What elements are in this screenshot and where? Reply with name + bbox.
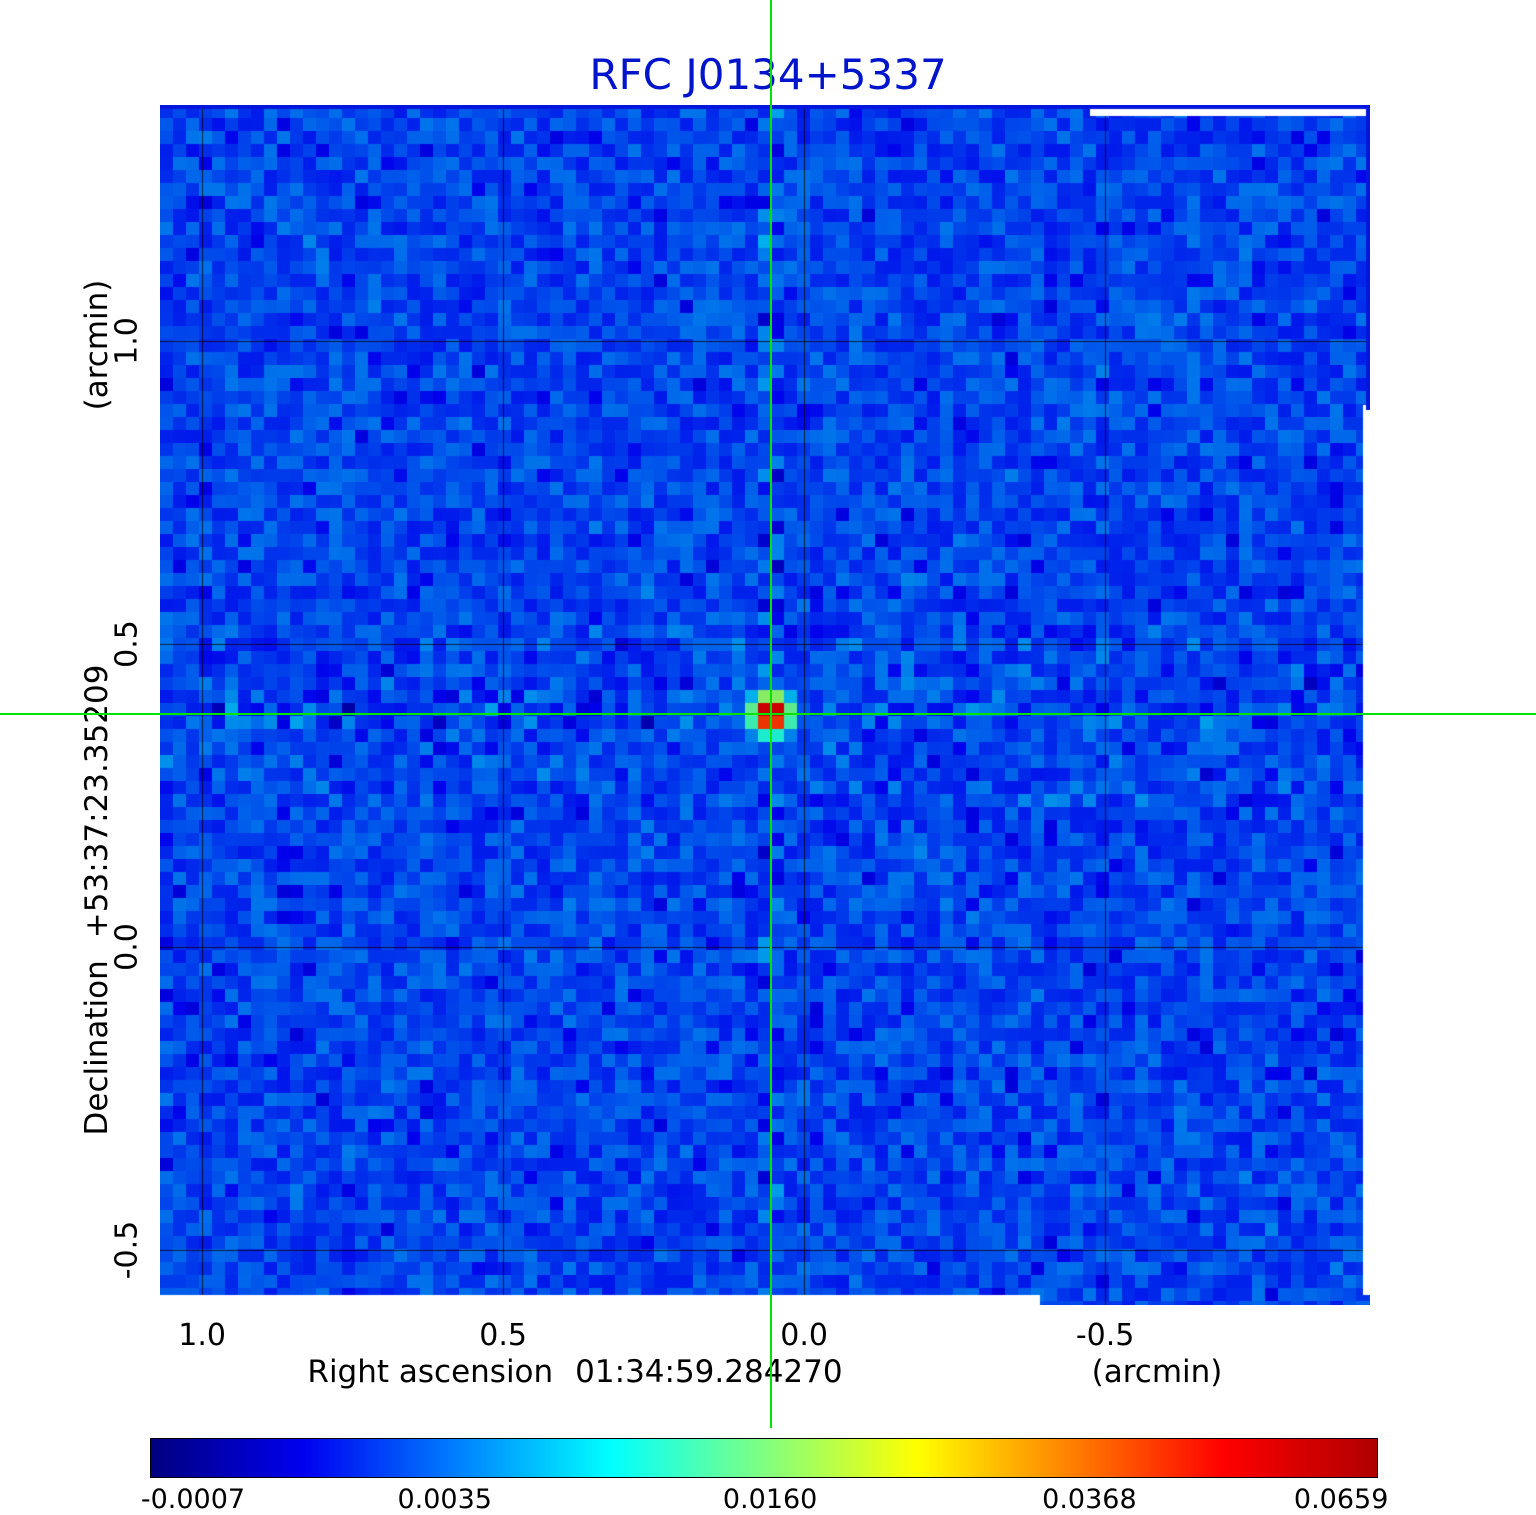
colorbar-tick-label: 0.0659 — [1293, 1484, 1389, 1515]
colorbar-tick-label: 0.0160 — [722, 1484, 818, 1515]
y-axis-name: Declination — [79, 960, 115, 1136]
x-tick-label: 0.0 — [780, 1318, 828, 1353]
x-tick-label: 0.5 — [479, 1318, 527, 1353]
crosshair-horizontal-line — [0, 713, 1536, 715]
x-tick-label: -0.5 — [1075, 1318, 1135, 1353]
x-axis-name: Right ascension — [307, 1354, 554, 1390]
sky-map-plot — [160, 105, 1370, 1305]
x-axis-coordinate: 01:34:59.284270 — [575, 1354, 843, 1390]
colorbar — [150, 1438, 1378, 1478]
colorbar-tick-label: 0.0035 — [397, 1484, 492, 1515]
colorbar-tick-label: -0.0007 — [140, 1484, 246, 1515]
y-axis-title: Declination +53:37:23.35209 — [79, 665, 115, 1136]
y-axis-coordinate: +53:37:23.35209 — [79, 664, 115, 939]
colorbar-tick-label: 0.0368 — [1042, 1484, 1137, 1515]
y-axis-unit: (arcmin) — [79, 279, 115, 411]
x-tick-label: 1.0 — [178, 1318, 226, 1353]
y-tick-label: 0.5 — [109, 620, 145, 669]
x-axis-title: Right ascension 01:34:59.284270 — [307, 1354, 842, 1390]
x-axis-unit: (arcmin) — [1091, 1354, 1223, 1390]
y-tick-label: -0.5 — [109, 1221, 145, 1280]
figure-title: RFC J0134+5337 — [589, 50, 947, 99]
intensity-map-canvas — [160, 105, 1370, 1305]
